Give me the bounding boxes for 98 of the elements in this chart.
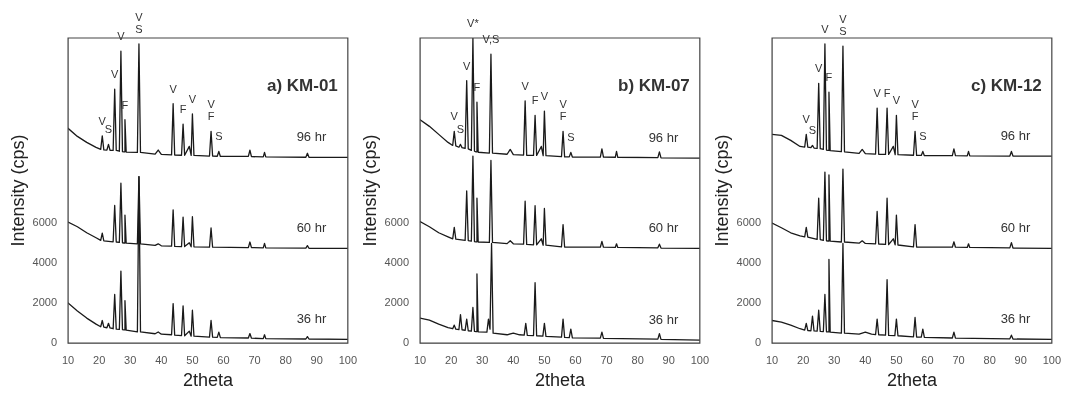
x-tick-label: 70: [952, 353, 965, 366]
annotation: F: [559, 110, 567, 123]
y-tick-label: 2000: [736, 296, 762, 309]
annotation: V,S: [482, 33, 500, 46]
annotation: V: [117, 30, 126, 43]
annotation: V: [207, 98, 216, 111]
y-tick-label: 0: [402, 336, 410, 349]
annotation: V: [450, 110, 459, 123]
y-tick-label: 0: [754, 336, 762, 349]
series-label: 60 hr: [648, 220, 679, 236]
annotation: S: [567, 131, 575, 144]
annotation: S: [808, 124, 817, 137]
series-label: 96 hr: [1000, 127, 1031, 143]
x-tick-label: 30: [476, 353, 489, 366]
series-label: 96 hr: [648, 129, 679, 145]
y-tick-label: 4000: [32, 255, 58, 268]
annotation: S: [135, 23, 143, 36]
x-tick-label: 30: [828, 353, 841, 366]
x-tick-label: 40: [507, 353, 520, 366]
x-tick-label: 80: [631, 353, 644, 366]
annotation: S: [456, 123, 465, 136]
x-tick-label: 100: [690, 353, 709, 366]
x-axis-title: 2theta: [182, 370, 234, 391]
y-tick-label: 6000: [384, 215, 410, 228]
x-tick-label: 100: [1042, 353, 1061, 366]
annotation: V: [98, 114, 107, 127]
annotation: V: [815, 62, 824, 75]
text: b) KM-07: [618, 75, 690, 95]
annotation: V: [839, 13, 848, 26]
series-label: 36 hr: [648, 311, 679, 327]
annotation: V: [188, 92, 197, 105]
x-tick-label: 90: [310, 353, 323, 366]
x-tick-label: 40: [155, 353, 168, 366]
x-tick-label: 20: [445, 353, 458, 366]
annotation: V: [111, 68, 120, 81]
y-tick-label: 6000: [32, 215, 58, 228]
annotation: F: [825, 71, 833, 84]
x-tick-label: 90: [662, 353, 675, 366]
annotation: V: [559, 98, 568, 111]
annotation: V: [911, 98, 920, 111]
x-tick-label: 50: [890, 353, 903, 366]
x-tick-label: 60: [921, 353, 934, 366]
annotation: F: [883, 87, 891, 100]
annotation: V: [169, 82, 178, 95]
x-tick-label: 50: [538, 353, 551, 366]
annotation: S: [919, 130, 927, 143]
x-tick-label: 50: [186, 353, 199, 366]
x-tick-label: 10: [61, 353, 75, 366]
annotation: V: [135, 11, 144, 24]
x-tick-label: 30: [124, 353, 137, 366]
annotation: V: [463, 59, 472, 72]
x-tick-label: 80: [983, 353, 996, 366]
x-axis-title: 2theta: [534, 370, 586, 391]
annotation: V: [892, 94, 901, 107]
y-tick-label: 2000: [32, 296, 58, 309]
x-tick-label: 40: [859, 353, 872, 366]
annotation: S: [215, 130, 223, 143]
annotation: F: [121, 98, 129, 111]
text: a) KM-01: [266, 75, 338, 95]
x-tick-label: 60: [569, 353, 582, 366]
x-tick-label: 20: [797, 353, 810, 366]
annotation: V: [540, 90, 549, 103]
series-label: 60 hr: [1000, 220, 1031, 236]
annotation: V: [521, 79, 530, 92]
series-label: 96 hr: [296, 129, 327, 145]
annotation: F: [473, 81, 481, 94]
annotation: S: [839, 25, 847, 38]
x-tick-label: 20: [93, 353, 106, 366]
x-tick-label: 90: [1014, 353, 1027, 366]
annotation: F: [911, 110, 919, 123]
x-tick-label: 10: [413, 353, 427, 366]
y-tick-label: 0: [50, 336, 58, 349]
x-tick-label: 80: [279, 353, 292, 366]
x-tick-label: 10: [765, 353, 779, 366]
annotation: F: [207, 110, 215, 123]
annotation: F: [179, 103, 187, 116]
series-label: 36 hr: [1000, 310, 1031, 326]
series-label: 36 hr: [296, 310, 327, 326]
annotation: V: [873, 87, 882, 100]
annotation: F: [531, 94, 539, 107]
annotation: S: [104, 123, 113, 136]
y-tick-label: 6000: [736, 215, 762, 228]
y-tick-label: 4000: [736, 255, 762, 268]
x-tick-label: 100: [338, 353, 357, 366]
y-axis-title: Intensity (cps): [7, 134, 28, 247]
annotation: V: [802, 113, 811, 126]
annotation: V*: [467, 17, 480, 29]
y-tick-label: 2000: [384, 296, 410, 309]
text: c) KM-12: [970, 75, 1042, 95]
series-label: 60 hr: [296, 220, 327, 236]
x-tick-label: 60: [217, 353, 230, 366]
y-tick-label: 4000: [384, 255, 410, 268]
x-axis-title: 2theta: [886, 370, 938, 391]
y-axis-title: Intensity (cps): [711, 134, 732, 247]
x-tick-label: 70: [600, 353, 613, 366]
y-axis-title: Intensity (cps): [359, 134, 380, 247]
x-tick-label: 70: [248, 353, 261, 366]
annotation: V: [821, 23, 830, 36]
